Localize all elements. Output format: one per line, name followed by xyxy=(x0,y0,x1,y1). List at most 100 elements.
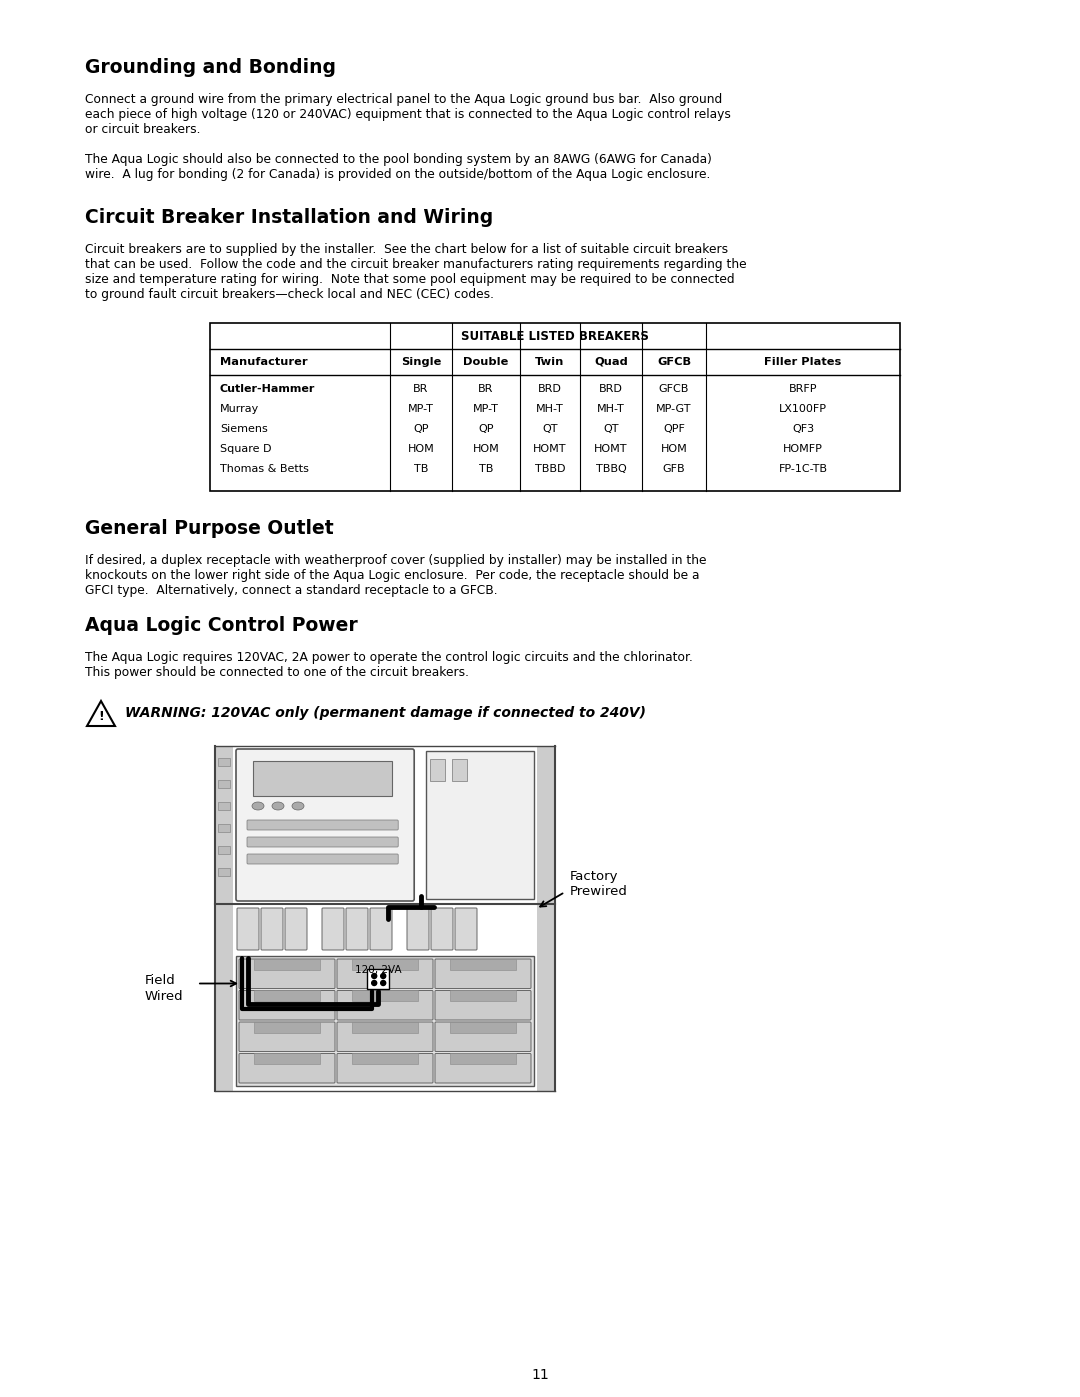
Text: QPF: QPF xyxy=(663,425,685,434)
Text: GFCB: GFCB xyxy=(659,384,689,394)
Text: MP-T: MP-T xyxy=(408,404,434,414)
Bar xyxy=(253,761,392,796)
FancyBboxPatch shape xyxy=(435,1053,531,1083)
FancyBboxPatch shape xyxy=(247,854,399,863)
Text: HOMFP: HOMFP xyxy=(783,444,823,454)
Text: Double: Double xyxy=(463,358,509,367)
Bar xyxy=(237,956,534,1085)
Text: Cutler-Hammer: Cutler-Hammer xyxy=(220,384,315,394)
Bar xyxy=(218,868,230,876)
FancyBboxPatch shape xyxy=(435,990,531,1020)
Circle shape xyxy=(372,974,377,978)
Text: Connect a ground wire from the primary electrical panel to the Aqua Logic ground: Connect a ground wire from the primary e… xyxy=(85,94,731,136)
Text: Twin: Twin xyxy=(536,358,565,367)
Bar xyxy=(537,746,555,1091)
FancyBboxPatch shape xyxy=(239,990,335,1020)
Text: Single: Single xyxy=(401,358,442,367)
FancyBboxPatch shape xyxy=(239,958,335,989)
Text: HOMT: HOMT xyxy=(594,444,627,454)
Text: Quad: Quad xyxy=(594,358,627,367)
FancyBboxPatch shape xyxy=(337,990,433,1020)
FancyBboxPatch shape xyxy=(370,908,392,950)
Bar xyxy=(450,1021,516,1032)
Text: MP-T: MP-T xyxy=(473,404,499,414)
Bar xyxy=(254,1021,320,1032)
Text: The Aqua Logic should also be connected to the pool bonding system by an 8AWG (6: The Aqua Logic should also be connected … xyxy=(85,154,712,182)
Text: MH-T: MH-T xyxy=(597,404,625,414)
Bar xyxy=(352,1053,418,1065)
FancyBboxPatch shape xyxy=(435,958,531,989)
Text: HOMT: HOMT xyxy=(534,444,567,454)
FancyBboxPatch shape xyxy=(261,908,283,950)
Text: BRD: BRD xyxy=(538,384,562,394)
Text: Square D: Square D xyxy=(220,444,271,454)
Text: Field
Wired: Field Wired xyxy=(145,975,184,1003)
FancyBboxPatch shape xyxy=(237,908,259,950)
Bar xyxy=(218,759,230,766)
Text: HOM: HOM xyxy=(473,444,499,454)
Text: Manufacturer: Manufacturer xyxy=(220,358,308,367)
Circle shape xyxy=(380,981,386,985)
FancyBboxPatch shape xyxy=(337,1053,433,1083)
Bar xyxy=(450,958,516,970)
Circle shape xyxy=(380,974,386,978)
Text: TB: TB xyxy=(478,464,494,474)
FancyBboxPatch shape xyxy=(247,820,399,830)
FancyBboxPatch shape xyxy=(435,1023,531,1052)
FancyBboxPatch shape xyxy=(239,1053,335,1083)
Bar xyxy=(218,847,230,854)
Ellipse shape xyxy=(272,802,284,810)
Bar xyxy=(218,780,230,788)
Circle shape xyxy=(372,981,377,985)
FancyBboxPatch shape xyxy=(285,908,307,950)
Text: QF3: QF3 xyxy=(792,425,814,434)
Text: BRD: BRD xyxy=(599,384,623,394)
FancyBboxPatch shape xyxy=(237,749,415,901)
Bar xyxy=(254,1053,320,1065)
Text: QP: QP xyxy=(478,425,494,434)
Bar xyxy=(218,802,230,810)
FancyBboxPatch shape xyxy=(407,908,429,950)
Bar xyxy=(450,1053,516,1065)
Text: LX100FP: LX100FP xyxy=(779,404,827,414)
FancyBboxPatch shape xyxy=(322,908,345,950)
Text: BR: BR xyxy=(414,384,429,394)
Text: SUITABLE LISTED BREAKERS: SUITABLE LISTED BREAKERS xyxy=(461,330,649,342)
Text: Circuit Breaker Installation and Wiring: Circuit Breaker Installation and Wiring xyxy=(85,208,494,226)
Text: GFB: GFB xyxy=(663,464,686,474)
Text: 11: 11 xyxy=(531,1368,549,1382)
FancyBboxPatch shape xyxy=(337,958,433,989)
FancyBboxPatch shape xyxy=(239,1023,335,1052)
Bar xyxy=(254,990,320,1002)
Bar xyxy=(352,1021,418,1032)
FancyBboxPatch shape xyxy=(431,908,453,950)
Text: Filler Plates: Filler Plates xyxy=(765,358,841,367)
Bar xyxy=(451,759,467,781)
Text: Circuit breakers are to supplied by the installer.  See the chart below for a li: Circuit breakers are to supplied by the … xyxy=(85,243,746,300)
Text: QP: QP xyxy=(414,425,429,434)
Text: BRFP: BRFP xyxy=(788,384,818,394)
Text: Grounding and Bonding: Grounding and Bonding xyxy=(85,59,336,77)
Bar xyxy=(254,958,320,970)
Ellipse shape xyxy=(252,802,264,810)
Text: TBBD: TBBD xyxy=(535,464,565,474)
FancyBboxPatch shape xyxy=(346,908,368,950)
Text: 120, 2VA: 120, 2VA xyxy=(355,965,402,975)
Text: !: ! xyxy=(98,711,104,724)
Text: TBBQ: TBBQ xyxy=(596,464,626,474)
FancyBboxPatch shape xyxy=(337,1023,433,1052)
Bar xyxy=(218,824,230,833)
Text: Aqua Logic Control Power: Aqua Logic Control Power xyxy=(85,616,357,636)
Text: GFCB: GFCB xyxy=(657,358,691,367)
FancyBboxPatch shape xyxy=(247,837,399,847)
Text: HOM: HOM xyxy=(407,444,434,454)
Text: If desired, a duplex receptacle with weatherproof cover (supplied by installer) : If desired, a duplex receptacle with wea… xyxy=(85,555,706,597)
Text: MH-T: MH-T xyxy=(536,404,564,414)
Bar xyxy=(450,990,516,1002)
Bar xyxy=(430,759,445,781)
Text: BR: BR xyxy=(478,384,494,394)
Text: FP-1C-TB: FP-1C-TB xyxy=(779,464,827,474)
Bar xyxy=(210,323,900,490)
Bar xyxy=(215,746,233,1091)
Text: The Aqua Logic requires 120VAC, 2A power to operate the control logic circuits a: The Aqua Logic requires 120VAC, 2A power… xyxy=(85,651,693,679)
